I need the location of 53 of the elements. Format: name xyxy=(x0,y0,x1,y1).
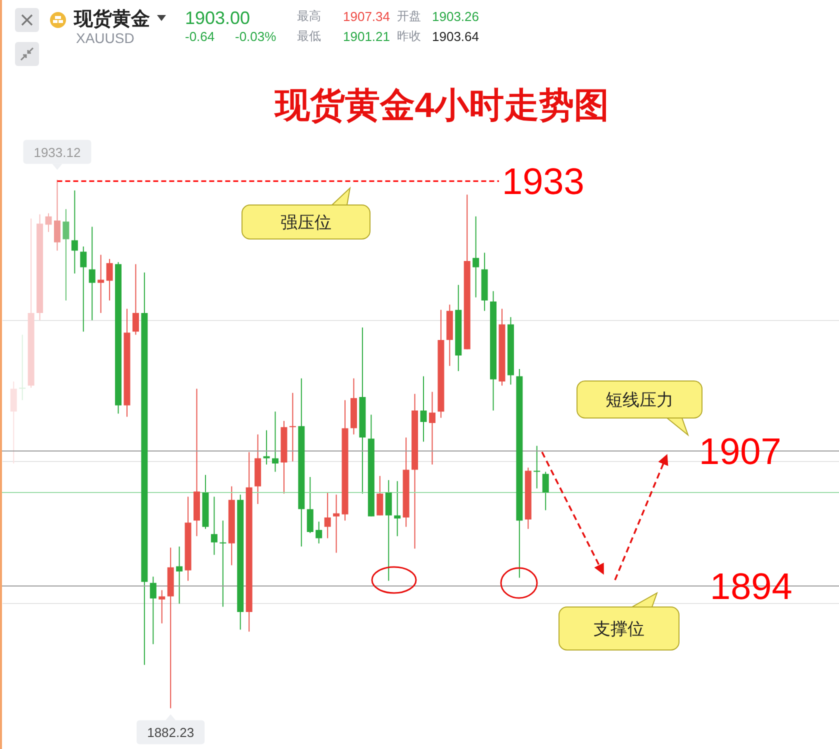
candlestick xyxy=(472,216,480,298)
text: 最高 xyxy=(297,9,321,23)
text: 1903.00 xyxy=(185,8,250,28)
candlestick xyxy=(428,391,436,466)
annotation: 强压位 xyxy=(280,213,332,233)
candlestick xyxy=(394,480,401,537)
candlestick xyxy=(263,430,270,466)
candlestick xyxy=(106,258,113,301)
ref-line-label: 1907 xyxy=(699,431,782,472)
candlestick xyxy=(98,254,104,314)
candlestick xyxy=(289,392,296,462)
text: 1903.64 xyxy=(432,29,479,44)
text: 1901.21 xyxy=(343,29,390,44)
candlestick xyxy=(542,471,549,511)
candlestick xyxy=(80,246,87,332)
text: 1907.34 xyxy=(343,9,390,24)
candlestick xyxy=(385,480,392,582)
text: 最低 xyxy=(297,29,321,43)
text: -0.03% xyxy=(235,29,276,44)
text: 现货黄金 xyxy=(74,9,150,30)
candlestick xyxy=(19,334,26,401)
candlestick xyxy=(10,380,17,464)
candlestick xyxy=(324,492,331,539)
candlestick xyxy=(88,226,96,321)
candlestick xyxy=(333,494,340,554)
candlestick xyxy=(376,475,384,516)
candlestick xyxy=(420,376,427,442)
text: 现货黄金4小时走势图 xyxy=(273,86,610,125)
text: 1903.26 xyxy=(432,9,479,24)
text: -0.64 xyxy=(185,29,215,44)
text: 支撑位 xyxy=(594,620,644,640)
text: 昨收 xyxy=(397,29,421,43)
candlestick xyxy=(62,208,70,301)
text: XAUUSD xyxy=(76,30,134,46)
candlestick xyxy=(316,521,322,544)
candlestick xyxy=(158,590,166,624)
ref-line-label: 1894 xyxy=(710,566,792,607)
candlestick xyxy=(272,411,278,472)
candlestick xyxy=(150,576,156,645)
annotation: 1933.12 xyxy=(34,144,81,160)
candlestick xyxy=(220,520,226,608)
candlestick xyxy=(306,476,314,534)
ref-line-label: 1933 xyxy=(502,161,584,202)
text: 开盘 xyxy=(397,9,421,23)
candlestick xyxy=(71,190,78,274)
candlestick xyxy=(534,445,540,489)
candlestick xyxy=(45,212,52,232)
candlestick xyxy=(176,546,183,604)
annotation: 1882.23 xyxy=(147,725,194,740)
text: 短线压力 xyxy=(606,390,674,410)
candlestick xyxy=(132,264,139,336)
candlestick xyxy=(210,496,218,556)
candlestick xyxy=(54,179,60,252)
